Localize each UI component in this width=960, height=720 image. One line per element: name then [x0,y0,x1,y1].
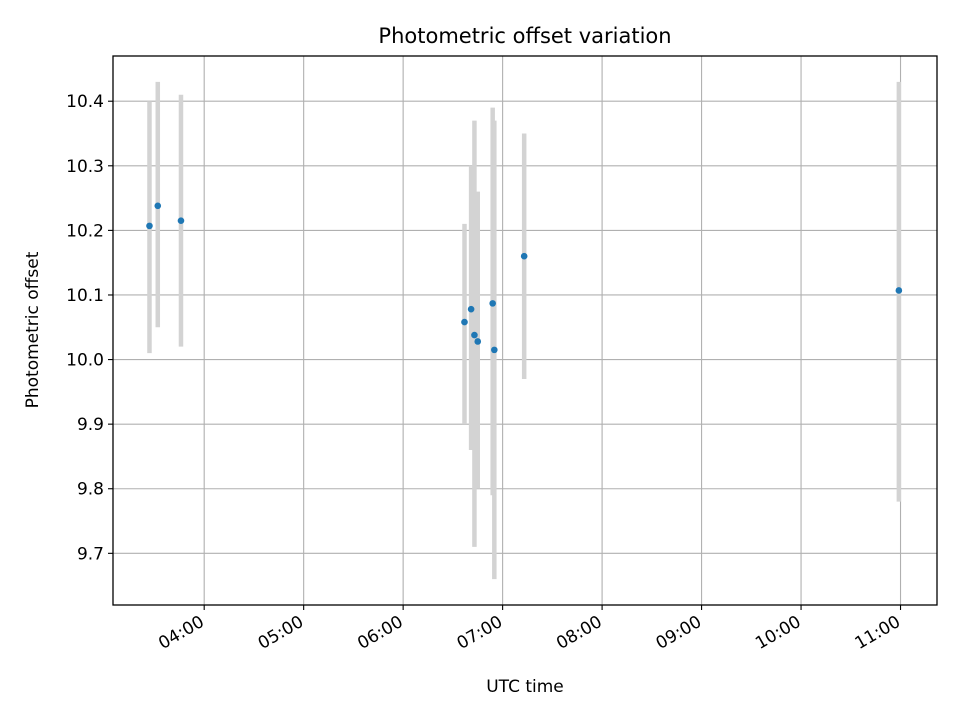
data-point [177,217,185,224]
data-point [471,331,478,339]
x-axis-label: UTC time [486,677,564,697]
plot-frame [112,55,938,606]
y-tick-label: 9.7 [77,544,104,564]
data-points [146,202,903,354]
y-tick-label: 10.4 [66,92,104,112]
chart-title: Photometric offset variation [378,24,671,48]
y-tick-label: 10.0 [66,351,104,371]
data-point [491,346,498,354]
data-point [467,305,475,313]
data-point [489,300,496,307]
y-tick-label: 10.1 [66,286,104,306]
y-axis-ticks: 9.7 9.8 9.9 10.0 10.1 10.2 10.3 10.4 [66,92,113,564]
data-point [520,252,528,260]
data-point [146,222,153,230]
data-point [154,202,162,210]
y-tick-label: 10.2 [66,221,104,241]
data-point [474,338,482,345]
y-tick-label: 9.8 [77,480,104,500]
data-point [895,287,903,294]
data-point [461,318,468,326]
y-axis-label: Photometric offset [23,251,43,408]
y-tick-label: 9.9 [77,415,104,435]
y-tick-label: 10.3 [66,157,104,177]
